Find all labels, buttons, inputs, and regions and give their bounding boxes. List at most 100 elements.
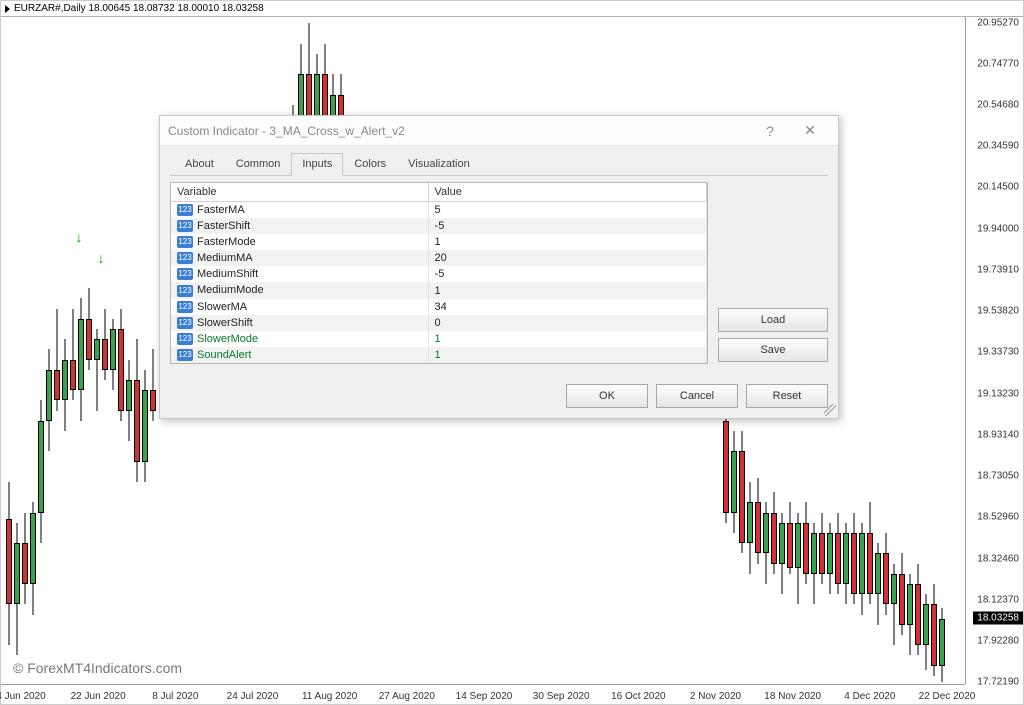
candle (835, 513, 841, 595)
tab-colors[interactable]: Colors (343, 153, 397, 176)
price-tick: 20.95270 (977, 17, 1019, 28)
candle (883, 533, 889, 615)
var-cell[interactable]: 123MediumShift (171, 266, 428, 282)
value-cell[interactable]: 20 (428, 250, 706, 266)
var-name: MediumMA (197, 252, 253, 264)
tab-visualization[interactable]: Visualization (397, 153, 481, 176)
candle (126, 360, 132, 442)
int-type-icon: 123 (177, 236, 193, 248)
int-type-icon: 123 (177, 285, 193, 297)
candle (70, 309, 76, 401)
arrow-down-icon: ↓ (76, 229, 83, 245)
close-icon[interactable]: ✕ (790, 117, 830, 145)
ok-button[interactable]: OK (566, 384, 648, 408)
value-cell[interactable]: 1 (428, 234, 706, 250)
price-tick: 18.73050 (977, 470, 1019, 481)
candle (923, 594, 929, 669)
candle (803, 502, 809, 584)
value-cell[interactable]: 1 (428, 282, 706, 298)
price-tick: 19.94000 (977, 224, 1019, 235)
time-axis: 4 Jun 202022 Jun 20208 Jul 202024 Jul 20… (1, 684, 965, 704)
candle (779, 513, 785, 595)
var-cell[interactable]: 123SoundAlert (171, 347, 428, 363)
table-row[interactable]: 123SoundAlert1 (171, 347, 707, 363)
resize-grip-icon[interactable] (824, 404, 836, 416)
var-name: MediumMode (197, 284, 264, 296)
candle (787, 502, 793, 573)
table-row[interactable]: 123 SlowerMode 1 (171, 331, 707, 347)
price-tick: 20.74770 (977, 59, 1019, 70)
table-row[interactable]: 123SlowerMA34 (171, 299, 707, 315)
value-cell[interactable]: -5 (428, 218, 706, 234)
var-name: FasterMode (197, 236, 256, 248)
candle (134, 339, 140, 482)
reset-button[interactable]: Reset (746, 384, 828, 408)
cancel-button[interactable]: Cancel (656, 384, 738, 408)
price-tick: 18.93140 (977, 429, 1019, 440)
int-type-icon: 123 (177, 268, 193, 280)
candle (859, 523, 865, 615)
candle (939, 608, 945, 681)
table-row[interactable]: 123SlowerShift0 (171, 315, 707, 331)
save-button[interactable]: Save (718, 338, 828, 362)
col-variable[interactable]: Variable (171, 183, 428, 202)
table-row[interactable]: 123 FasterMode 1 (171, 234, 707, 250)
price-tick: 19.53820 (977, 306, 1019, 317)
candle (811, 523, 817, 605)
table-row[interactable]: 123FasterShift-5 (171, 218, 707, 234)
int-type-icon: 123 (177, 204, 193, 216)
candle (763, 502, 769, 584)
table-row[interactable]: 123MediumMA20 (171, 250, 707, 266)
col-value[interactable]: Value (428, 183, 706, 202)
value-cell[interactable]: 1 (428, 347, 706, 363)
chart-menu-icon[interactable] (5, 5, 10, 13)
chart-header: EURZAR#,Daily 18.00645 18.08732 18.00010… (1, 1, 1023, 17)
candle (6, 482, 12, 645)
candle (38, 400, 44, 543)
help-icon[interactable]: ? (750, 117, 790, 145)
candle (150, 349, 156, 420)
price-tick: 19.13230 (977, 388, 1019, 399)
tab-about[interactable]: About (174, 153, 225, 176)
var-cell[interactable]: 123MediumMA (171, 250, 428, 266)
time-tick: 4 Dec 2020 (844, 691, 895, 702)
tab-common[interactable]: Common (225, 153, 292, 176)
var-name: SlowerMA (197, 301, 247, 313)
time-tick: 24 Jul 2020 (227, 691, 279, 702)
value-cell[interactable]: 34 (428, 299, 706, 315)
price-tick: 17.72190 (977, 676, 1019, 687)
tab-strip: AboutCommonInputsColorsVisualization (170, 152, 828, 176)
var-cell[interactable]: 123FasterMA (171, 202, 428, 219)
dialog-titlebar[interactable]: Custom Indicator - 3_MA_Cross_w_Alert_v2… (160, 116, 838, 146)
inputs-table[interactable]: Variable Value 123FasterMA5123FasterShif… (170, 182, 708, 364)
value-cell[interactable]: -5 (428, 266, 706, 282)
price-tick: 18.12370 (977, 594, 1019, 605)
table-row[interactable]: 123 MediumMode 1 (171, 282, 707, 298)
tab-inputs[interactable]: Inputs (291, 153, 343, 176)
candle (843, 523, 849, 605)
var-cell[interactable]: 123 MediumMode (171, 282, 428, 298)
candle (851, 513, 857, 605)
var-name: SlowerMode (197, 333, 258, 345)
time-tick: 22 Dec 2020 (919, 691, 976, 702)
candle (931, 584, 937, 676)
value-cell[interactable]: 0 (428, 315, 706, 331)
var-cell[interactable]: 123 FasterMode (171, 234, 428, 250)
table-row[interactable]: 123FasterMA5 (171, 202, 707, 219)
candle (30, 502, 36, 614)
table-row[interactable]: 123MediumShift-5 (171, 266, 707, 282)
var-cell[interactable]: 123SlowerMA (171, 299, 428, 315)
value-cell[interactable]: 5 (428, 202, 706, 219)
int-type-icon: 123 (177, 333, 193, 345)
time-tick: 11 Aug 2020 (302, 691, 357, 702)
candle (142, 370, 148, 482)
var-cell[interactable]: 123SlowerShift (171, 315, 428, 331)
var-cell[interactable]: 123FasterShift (171, 218, 428, 234)
candle (22, 513, 28, 605)
candle (795, 513, 801, 605)
load-button[interactable]: Load (718, 308, 828, 332)
var-cell[interactable]: 123 SlowerMode (171, 331, 428, 347)
value-cell[interactable]: 1 (428, 331, 706, 347)
price-tick: 20.54680 (977, 100, 1019, 111)
var-name: FasterShift (197, 220, 250, 232)
